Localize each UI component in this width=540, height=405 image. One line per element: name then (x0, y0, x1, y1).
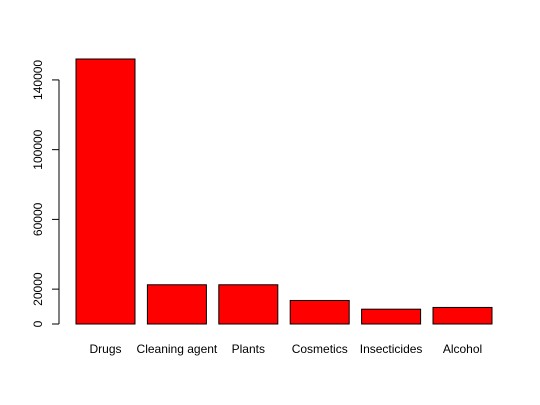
y-tick-label: 60000 (31, 202, 45, 236)
y-axis: 0 20000 60000 100000 140000 (31, 60, 60, 327)
y-tick-label: 20000 (31, 272, 45, 306)
bar-alcohol (432, 306, 493, 325)
bar-drugs (75, 58, 136, 325)
y-tick-label: 0 (31, 320, 45, 327)
bar-cosmetics (289, 299, 350, 325)
x-tick-label: Alcohol (443, 342, 482, 356)
x-tick-labels: Drugs Cleaning agent Plants Cosmetics Insect… (89, 342, 482, 356)
bar-cleaning-agent (146, 284, 207, 325)
x-tick-label: Plants (232, 342, 265, 356)
x-tick-label: Insecticides (360, 342, 423, 356)
bar-plants (218, 284, 279, 325)
x-tick-label: Cleaning agent (137, 342, 218, 356)
x-tick-label: Drugs (89, 342, 121, 356)
x-tick-label: Cosmetics (292, 342, 348, 356)
bar-insecticides (361, 308, 422, 325)
bars-group (75, 58, 493, 325)
y-tick-label: 100000 (31, 129, 45, 169)
y-tick-label: 140000 (31, 60, 45, 100)
